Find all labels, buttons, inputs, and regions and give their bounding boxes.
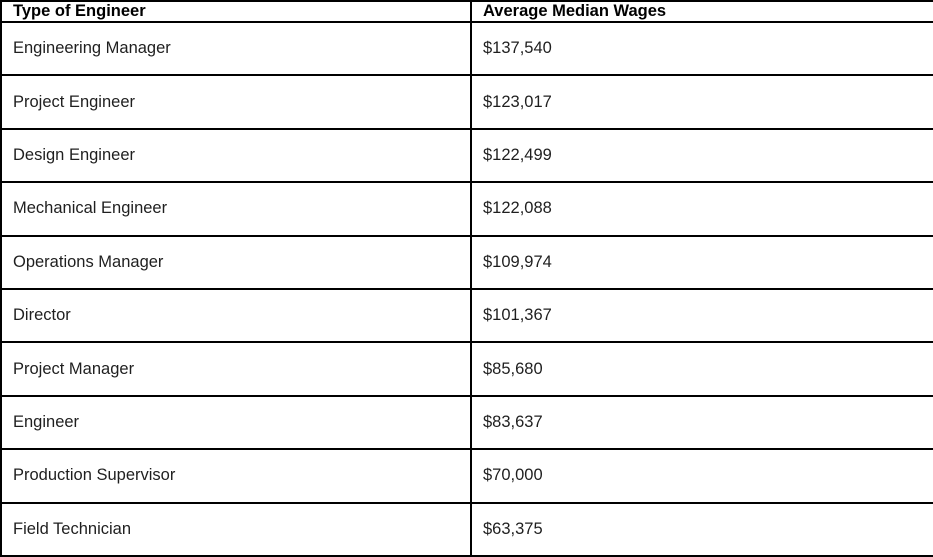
- cell-median-wage: $83,637: [470, 394, 933, 451]
- table-row: Field Technician $63,375: [0, 501, 933, 557]
- cell-engineer-type: Engineer: [0, 394, 472, 451]
- table-row: Mechanical Engineer $122,088: [0, 181, 933, 237]
- cell-engineer-type: Operations Manager: [0, 234, 472, 290]
- cell-median-wage: $109,974: [470, 234, 933, 290]
- cell-median-wage: $101,367: [470, 287, 933, 344]
- cell-median-wage: $63,375: [470, 501, 933, 557]
- cell-median-wage: $85,680: [470, 341, 933, 397]
- cell-median-wage: $70,000: [470, 448, 933, 504]
- cell-engineer-type: Mechanical Engineer: [0, 181, 472, 237]
- cell-median-wage: $122,088: [470, 181, 933, 237]
- cell-engineer-type: Director: [0, 287, 472, 344]
- cell-engineer-type: Project Engineer: [0, 74, 472, 130]
- wages-table-header: Type of Engineer Average Median Wages: [0, 0, 933, 23]
- cell-engineer-type: Design Engineer: [0, 127, 472, 184]
- table-row: Engineer $83,637: [0, 394, 933, 451]
- header-row: Type of Engineer Average Median Wages: [0, 0, 933, 23]
- table-row: Operations Manager $109,974: [0, 234, 933, 290]
- cell-median-wage: $137,540: [470, 20, 933, 77]
- header-cell-average-median-wages: Average Median Wages: [470, 0, 933, 23]
- cell-engineer-type: Production Supervisor: [0, 448, 472, 504]
- wages-table-body: Engineering Manager $137,540 Project Engin…: [0, 20, 933, 557]
- cell-engineer-type: Field Technician: [0, 501, 472, 557]
- table-row: Engineering Manager $137,540: [0, 20, 933, 77]
- cell-median-wage: $122,499: [470, 127, 933, 184]
- cell-median-wage: $123,017: [470, 74, 933, 130]
- table-row: Design Engineer $122,499: [0, 127, 933, 184]
- table-row: Project Manager $85,680: [0, 341, 933, 397]
- cell-engineer-type: Project Manager: [0, 341, 472, 397]
- table-row: Project Engineer $123,017: [0, 74, 933, 130]
- cell-engineer-type: Engineering Manager: [0, 20, 472, 77]
- table-row: Production Supervisor $70,000: [0, 448, 933, 504]
- header-cell-type-of-engineer: Type of Engineer: [0, 0, 472, 23]
- table-row: Director $101,367: [0, 287, 933, 344]
